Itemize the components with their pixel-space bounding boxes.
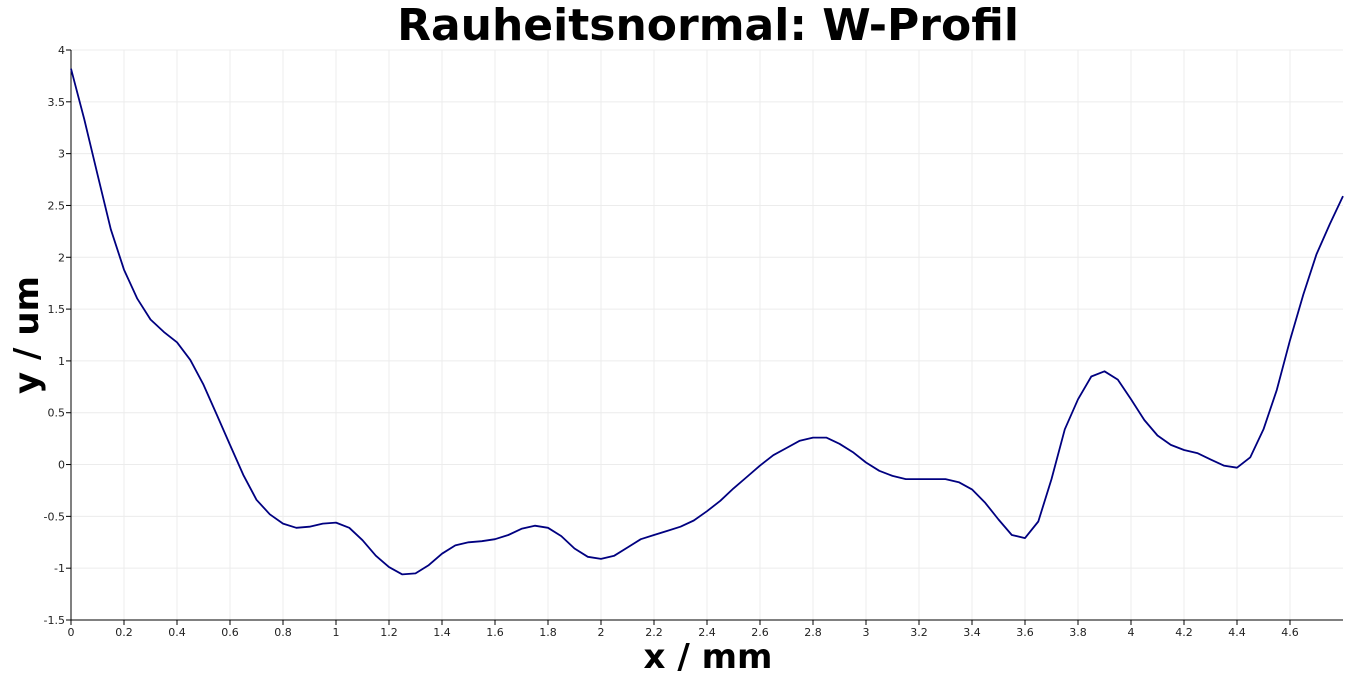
x-tick-label: 2.2 bbox=[645, 626, 663, 639]
chart-title: Rauheitsnormal: W-Profil bbox=[397, 0, 1019, 51]
x-tick-label: 3.6 bbox=[1016, 626, 1034, 639]
x-tick-label: 1.6 bbox=[486, 626, 504, 639]
y-tick-label: -0.5 bbox=[44, 510, 65, 523]
y-tick-label: 2.5 bbox=[48, 199, 66, 212]
x-tick-label: 1 bbox=[333, 626, 340, 639]
x-tick-label: 3.4 bbox=[963, 626, 981, 639]
y-tick-label: 1 bbox=[58, 355, 65, 368]
x-tick-label: 4.2 bbox=[1175, 626, 1193, 639]
x-tick-label: 2 bbox=[598, 626, 605, 639]
y-tick-label: 4 bbox=[58, 44, 65, 57]
x-tick-label: 3 bbox=[863, 626, 870, 639]
y-tick-label: 0.5 bbox=[48, 407, 66, 420]
x-tick-label: 0.4 bbox=[168, 626, 186, 639]
x-tick-label: 0.8 bbox=[274, 626, 292, 639]
x-tick-label: 3.8 bbox=[1069, 626, 1087, 639]
y-tick-label: -1.5 bbox=[44, 614, 65, 627]
y-tick-label: -1 bbox=[54, 562, 65, 575]
y-tick-label: 2 bbox=[58, 251, 65, 264]
x-tick-label: 2.8 bbox=[804, 626, 822, 639]
x-tick-label: 3.2 bbox=[910, 626, 928, 639]
x-tick-label: 4.4 bbox=[1228, 626, 1246, 639]
x-tick-label: 1.4 bbox=[433, 626, 451, 639]
x-tick-label: 4 bbox=[1128, 626, 1135, 639]
data-line bbox=[70, 68, 1344, 576]
y-tick-label: 0 bbox=[58, 459, 65, 472]
y-tick-label: 3 bbox=[58, 148, 65, 161]
x-tick-label: 0.2 bbox=[115, 626, 133, 639]
x-tick-label: 2.6 bbox=[751, 626, 769, 639]
x-tick-label: 0.6 bbox=[221, 626, 239, 639]
x-tick-label: 1.2 bbox=[380, 626, 398, 639]
x-tick-label: 1.8 bbox=[539, 626, 557, 639]
y-tick-label: 3.5 bbox=[48, 96, 66, 109]
x-axis-label: x / mm bbox=[644, 637, 773, 677]
y-axis-label: y / um bbox=[7, 276, 47, 394]
x-tick-label: 2.4 bbox=[698, 626, 716, 639]
y-tick-label: 1.5 bbox=[48, 303, 66, 316]
x-tick-label: 4.6 bbox=[1281, 626, 1299, 639]
x-tick-label: 0 bbox=[68, 626, 75, 639]
